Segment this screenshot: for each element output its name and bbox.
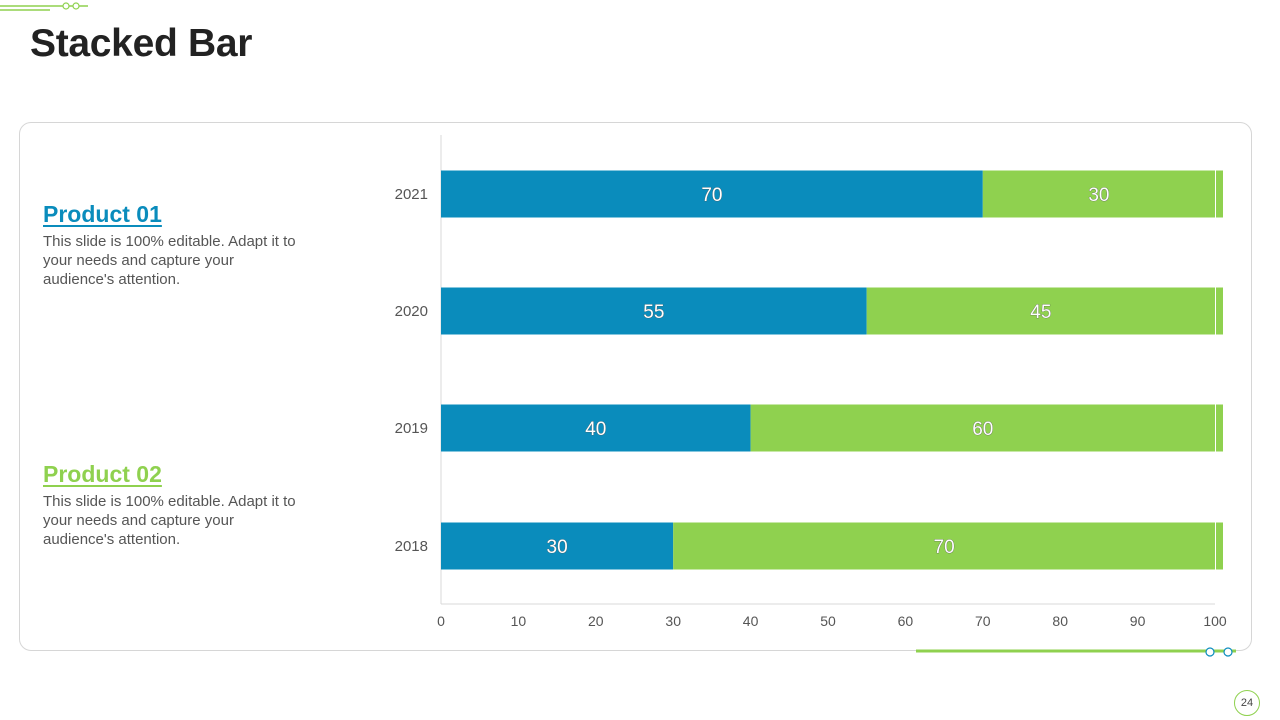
product-01-heading: Product 01	[43, 201, 162, 227]
page-number: 24	[1234, 690, 1260, 716]
slide-title: Stacked Bar	[30, 22, 253, 65]
product-01-block: Product 01 This slide is 100% editable. …	[43, 201, 303, 289]
top-decoration-line	[0, 2, 88, 11]
product-02-description: This slide is 100% editable. Adapt it to…	[43, 493, 296, 548]
product-02-heading: Product 02	[43, 461, 162, 487]
bottom-decoration-line	[916, 647, 1236, 657]
product-01-description: This slide is 100% editable. Adapt it to…	[43, 233, 296, 288]
product-02-block: Product 02 This slide is 100% editable. …	[43, 461, 303, 549]
